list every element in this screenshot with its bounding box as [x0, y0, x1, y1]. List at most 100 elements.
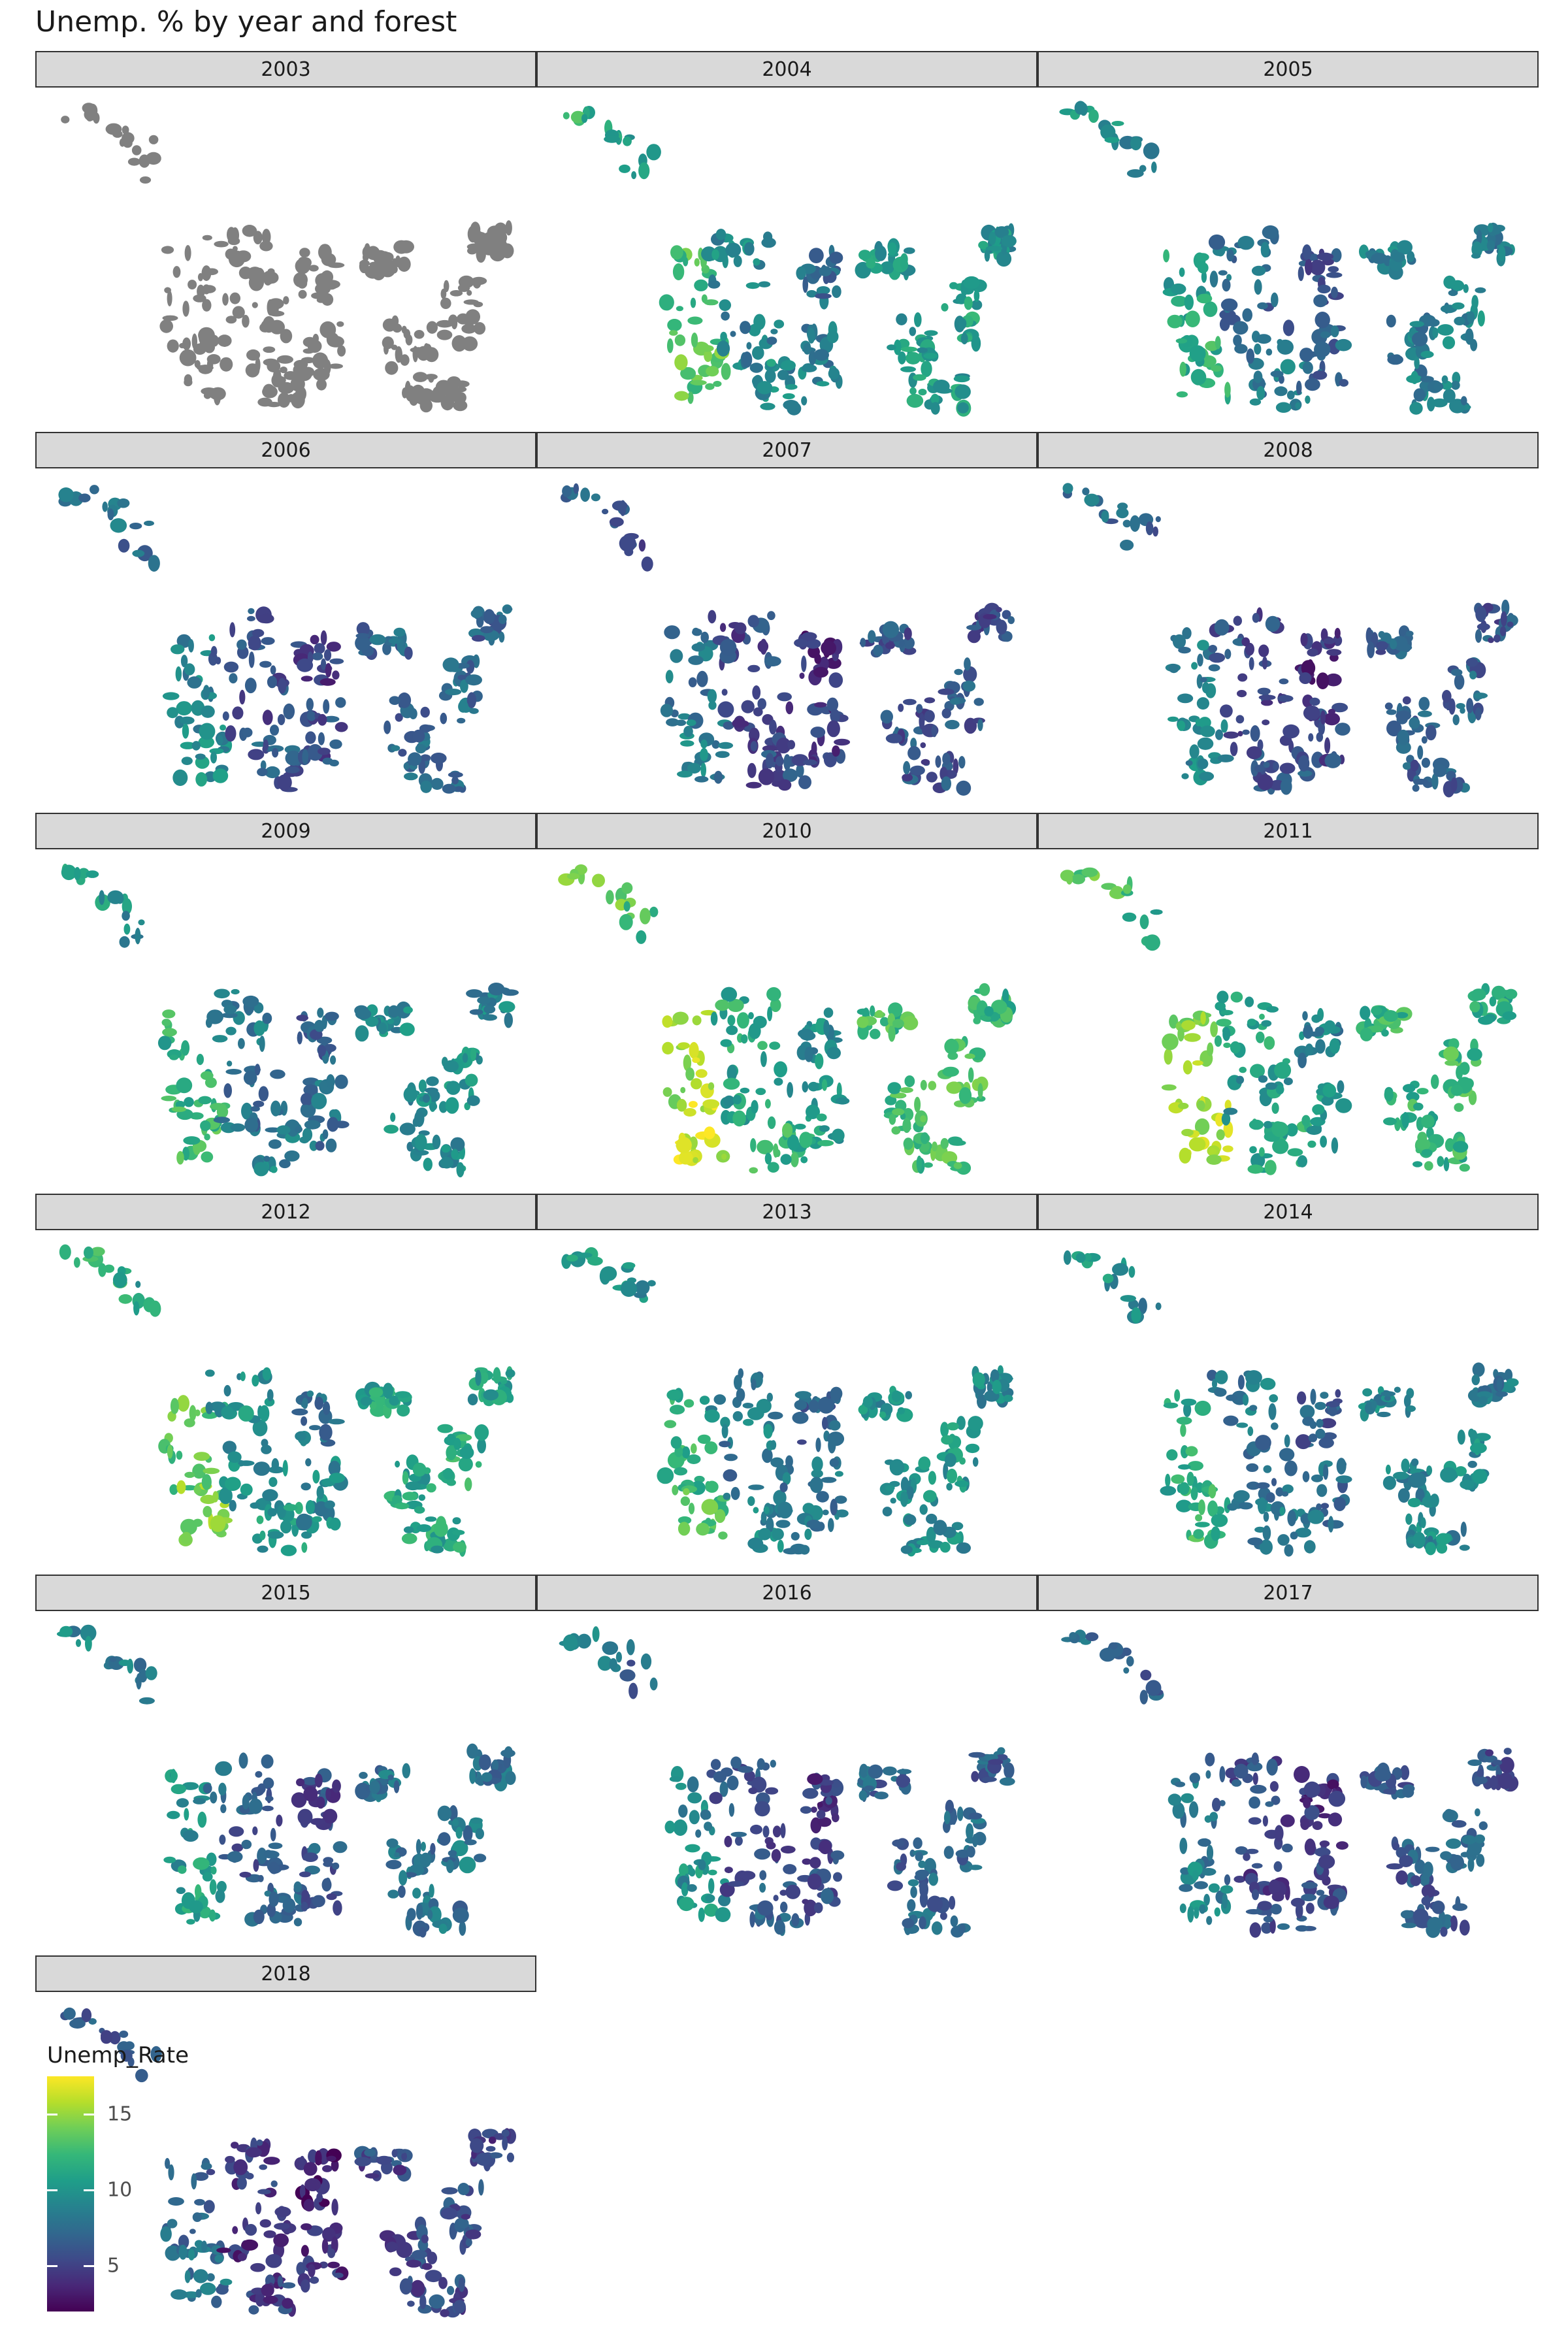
forest-polygon [772, 1825, 781, 1838]
forest-polygon [1271, 1422, 1279, 1430]
forest-polygon [1320, 1392, 1329, 1399]
forest-polygon [257, 768, 268, 777]
forest-polygon [1383, 1010, 1398, 1022]
forest-polygon [785, 701, 794, 715]
forest-polygon [378, 1022, 387, 1035]
forest-polygon [278, 382, 295, 394]
forest-polygon [201, 2163, 212, 2170]
forest-polygon [1224, 1874, 1231, 1886]
forest-polygon [1257, 687, 1271, 695]
forest-polygon [412, 1887, 421, 1899]
forest-polygon [356, 622, 370, 636]
forest-polygon [674, 354, 688, 370]
forest-polygon [858, 1790, 868, 1801]
forest-polygon [1402, 762, 1412, 770]
forest-polygon [766, 1392, 774, 1402]
forest-polygon [1209, 1812, 1218, 1821]
forest-polygon [238, 1752, 248, 1769]
forest-polygon [1463, 284, 1469, 293]
forest-polygon [1451, 1820, 1467, 1828]
forest-polygon [1164, 1048, 1173, 1065]
forest-polygon [133, 1301, 140, 1316]
forest-polygon [326, 1074, 335, 1089]
forest-polygon [1185, 310, 1200, 328]
forest-polygon [1299, 672, 1312, 684]
forest-polygon [592, 874, 605, 887]
forest-polygon [209, 1879, 217, 1895]
forest-polygon [309, 2276, 319, 2284]
forest-polygon [476, 2152, 492, 2166]
forest-polygon [423, 1094, 430, 1103]
forest-polygon [620, 1281, 638, 1297]
forest-polygon [218, 1782, 227, 1796]
forest-polygon [563, 1634, 578, 1652]
forest-polygon [323, 649, 332, 661]
forest-polygon [1197, 653, 1203, 667]
forest-polygon [1322, 1083, 1337, 1098]
forest-polygon [943, 1846, 954, 1859]
forest-polygon [758, 768, 775, 785]
forest-polygon [903, 760, 911, 775]
forest-polygon [327, 336, 344, 348]
forest-polygon [1007, 616, 1015, 625]
forest-polygon [1401, 1458, 1410, 1473]
forest-polygon [239, 1871, 252, 1878]
forest-polygon [919, 1891, 928, 1908]
forest-polygon [1179, 1903, 1186, 1914]
forest-polygon [1246, 1481, 1260, 1490]
forest-polygon [1431, 1074, 1439, 1089]
facet-strip-2017 [1037, 1575, 1539, 1611]
forest-polygon [1208, 234, 1226, 250]
forest-polygon [201, 2240, 208, 2253]
forest-polygon [960, 333, 968, 345]
forest-polygon [1275, 1085, 1284, 1095]
forest-polygon [1193, 1529, 1204, 1539]
forest-polygon [318, 1045, 326, 1057]
forest-polygon [389, 2267, 402, 2276]
forest-polygon [221, 335, 229, 347]
forest-polygon [293, 1918, 302, 1927]
forest-polygon [1187, 1861, 1203, 1877]
forest-polygon [1199, 772, 1215, 781]
forest-polygon [1283, 1077, 1293, 1085]
forest-polygon [1331, 286, 1338, 299]
forest-polygon [250, 279, 258, 287]
forest-polygon [821, 1079, 828, 1091]
forest-polygon [1315, 1428, 1326, 1439]
forest-polygon [162, 1009, 176, 1019]
forest-polygon [193, 1798, 206, 1805]
forest-polygon [923, 1490, 937, 1503]
forest-polygon [766, 359, 776, 367]
forest-polygon [274, 376, 286, 385]
forest-polygon [1284, 1460, 1298, 1477]
forest-polygon [222, 1441, 237, 1454]
forest-polygon [1396, 1847, 1407, 1858]
forest-polygon [423, 1158, 433, 1171]
forest-polygon [807, 1773, 823, 1786]
forest-polygon [1477, 1769, 1484, 1777]
forest-polygon [483, 609, 495, 625]
forest-polygon [252, 1826, 258, 1835]
forest-polygon [710, 1759, 721, 1771]
forest-polygon [988, 231, 996, 246]
forest-polygon [1235, 1075, 1245, 1085]
forest-polygon [301, 1105, 312, 1111]
forest-polygon [1421, 736, 1428, 744]
forest-polygon [301, 1901, 308, 1912]
forest-polygon [328, 363, 343, 369]
facet-label-2010: 2010 [762, 820, 811, 843]
forest-polygon [1179, 1837, 1188, 1854]
forest-polygon [1271, 1892, 1284, 1902]
forest-polygon [212, 768, 229, 783]
forest-polygon [1235, 715, 1245, 724]
forest-polygon [900, 1545, 913, 1554]
forest-polygon [175, 666, 182, 682]
forest-polygon [1248, 1817, 1262, 1825]
forest-polygon [704, 1409, 720, 1423]
forest-polygon [816, 1113, 827, 1122]
forest-polygon [280, 329, 293, 344]
forest-polygon [930, 402, 940, 415]
forest-polygon [271, 1458, 279, 1471]
forest-polygon [112, 1271, 127, 1288]
forest-polygon [248, 651, 255, 668]
